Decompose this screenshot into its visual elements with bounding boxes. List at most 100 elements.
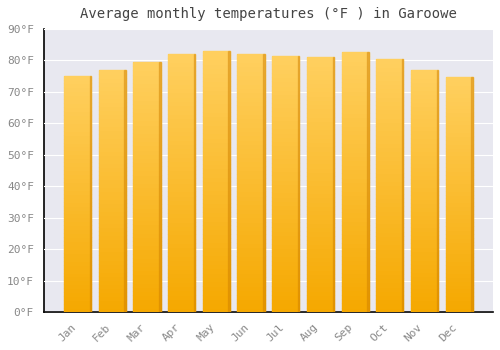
Bar	[64, 111, 91, 115]
Bar	[307, 70, 334, 74]
Bar	[307, 210, 334, 214]
Bar	[238, 230, 264, 235]
Bar	[64, 198, 91, 202]
Bar	[376, 244, 404, 248]
Bar	[99, 259, 126, 264]
Bar	[446, 253, 472, 257]
Bar	[411, 106, 438, 110]
Bar	[203, 238, 230, 242]
Bar	[342, 208, 368, 212]
Bar	[203, 299, 230, 303]
Bar	[307, 108, 334, 112]
Bar	[168, 282, 195, 286]
Bar	[134, 162, 160, 166]
Bar	[168, 308, 195, 312]
Bar	[134, 212, 160, 216]
Bar	[411, 300, 438, 304]
Bar	[203, 264, 230, 268]
Bar	[342, 230, 368, 234]
Bar	[342, 256, 368, 260]
Bar	[272, 94, 299, 98]
Bar	[272, 188, 299, 193]
Bar	[411, 195, 438, 199]
Bar	[342, 82, 368, 87]
Bar	[99, 126, 126, 131]
Bar	[168, 54, 195, 58]
Bar	[342, 286, 368, 290]
Bar	[64, 135, 91, 139]
Bar	[307, 176, 334, 180]
Bar	[238, 196, 264, 200]
Bar	[272, 158, 299, 162]
Bar	[203, 177, 230, 181]
Bar	[99, 163, 126, 167]
Bar	[203, 168, 230, 173]
Bar	[342, 126, 368, 130]
Bar	[134, 83, 160, 87]
Bar	[134, 204, 160, 208]
Bar	[238, 191, 264, 196]
Bar	[238, 135, 264, 140]
Bar	[446, 187, 472, 191]
Bar	[238, 75, 264, 79]
Bar	[446, 198, 472, 202]
Bar	[134, 258, 160, 262]
Bar	[64, 154, 91, 158]
Bar	[168, 97, 195, 101]
Bar	[342, 56, 368, 61]
Bar	[272, 60, 299, 64]
Bar	[342, 195, 368, 199]
Bar	[376, 287, 404, 291]
Bar	[168, 62, 195, 66]
Bar	[307, 130, 334, 134]
Bar	[124, 70, 126, 312]
Bar	[238, 269, 264, 273]
Bar	[238, 122, 264, 127]
Bar	[134, 108, 160, 112]
Bar	[446, 132, 472, 136]
Bar	[272, 231, 299, 235]
Bar	[446, 124, 472, 128]
Bar	[203, 142, 230, 147]
Bar	[64, 229, 91, 233]
Bar	[411, 70, 438, 74]
Bar	[168, 84, 195, 88]
Bar	[238, 118, 264, 122]
Bar	[99, 288, 126, 292]
Bar	[168, 269, 195, 273]
Bar	[168, 135, 195, 140]
Bar	[99, 134, 126, 139]
Bar	[99, 203, 126, 207]
Bar	[446, 249, 472, 253]
Bar	[342, 199, 368, 204]
Bar	[134, 308, 160, 312]
Bar	[272, 120, 299, 124]
Bar	[376, 198, 404, 202]
Bar	[376, 80, 404, 84]
Bar	[272, 222, 299, 226]
Bar	[134, 79, 160, 83]
Bar	[342, 247, 368, 251]
Bar	[99, 199, 126, 203]
Bar	[238, 97, 264, 101]
Bar	[307, 261, 334, 265]
Bar	[411, 191, 438, 195]
Bar	[376, 71, 404, 76]
Bar	[342, 139, 368, 143]
Bar	[272, 90, 299, 94]
Bar	[168, 140, 195, 144]
Bar	[238, 252, 264, 256]
Bar	[64, 241, 91, 245]
Bar	[99, 207, 126, 211]
Bar	[134, 233, 160, 237]
Bar	[272, 162, 299, 167]
Bar	[238, 260, 264, 265]
Bar	[134, 170, 160, 175]
Bar	[99, 167, 126, 171]
Bar	[168, 122, 195, 127]
Bar	[411, 292, 438, 296]
Bar	[446, 277, 472, 281]
Bar	[411, 227, 438, 231]
Bar	[99, 256, 126, 259]
Bar	[342, 178, 368, 182]
